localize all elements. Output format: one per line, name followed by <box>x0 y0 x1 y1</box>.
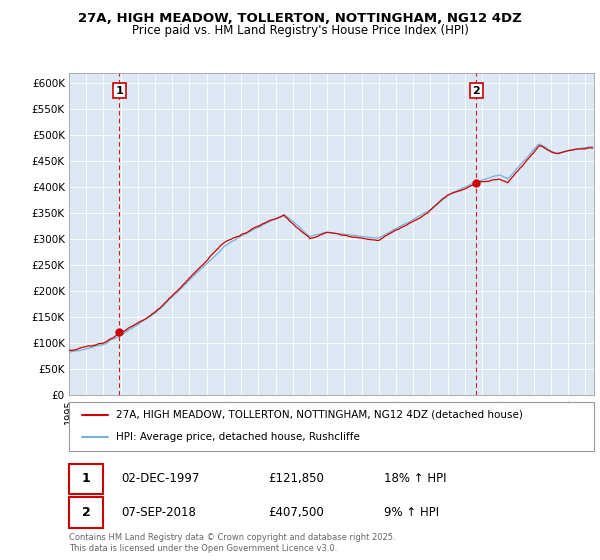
Text: 18% ↑ HPI: 18% ↑ HPI <box>384 472 446 486</box>
Text: £407,500: £407,500 <box>269 506 324 519</box>
Text: 1: 1 <box>82 472 91 486</box>
Text: Price paid vs. HM Land Registry's House Price Index (HPI): Price paid vs. HM Land Registry's House … <box>131 24 469 37</box>
Text: 2: 2 <box>473 86 481 96</box>
FancyBboxPatch shape <box>69 497 103 528</box>
Text: 2: 2 <box>82 506 91 519</box>
FancyBboxPatch shape <box>69 402 594 451</box>
Text: 27A, HIGH MEADOW, TOLLERTON, NOTTINGHAM, NG12 4DZ (detached house): 27A, HIGH MEADOW, TOLLERTON, NOTTINGHAM,… <box>116 410 523 420</box>
FancyBboxPatch shape <box>69 464 103 494</box>
Text: 9% ↑ HPI: 9% ↑ HPI <box>384 506 439 519</box>
Text: 02-DEC-1997: 02-DEC-1997 <box>121 472 200 486</box>
Text: £121,850: £121,850 <box>269 472 325 486</box>
Text: 1: 1 <box>115 86 123 96</box>
Text: 07-SEP-2018: 07-SEP-2018 <box>121 506 196 519</box>
Text: HPI: Average price, detached house, Rushcliffe: HPI: Average price, detached house, Rush… <box>116 432 360 442</box>
Text: Contains HM Land Registry data © Crown copyright and database right 2025.
This d: Contains HM Land Registry data © Crown c… <box>69 533 395 553</box>
Text: 27A, HIGH MEADOW, TOLLERTON, NOTTINGHAM, NG12 4DZ: 27A, HIGH MEADOW, TOLLERTON, NOTTINGHAM,… <box>78 12 522 25</box>
